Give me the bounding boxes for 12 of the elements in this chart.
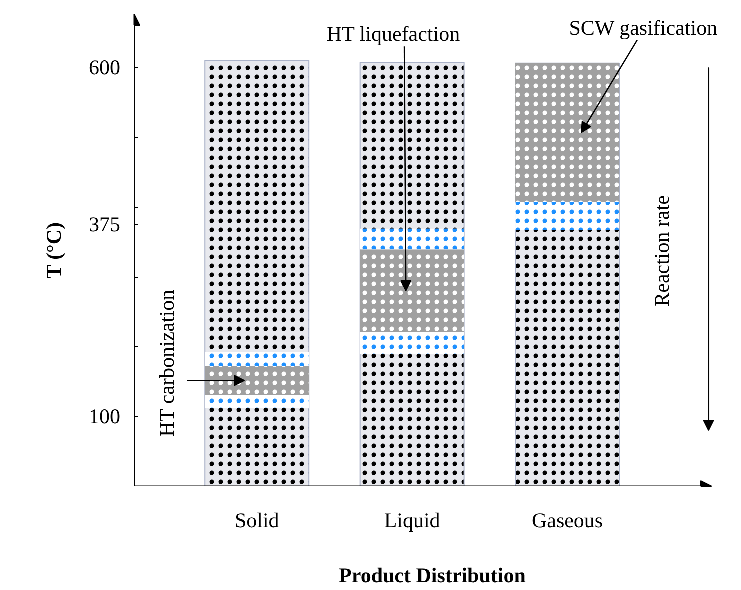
x-tick-label: Solid [234,508,280,532]
y-axis-title: T (°C) [42,222,66,279]
y-tick-label: 600 [89,56,120,80]
annotation: HT liquefaction [326,22,461,46]
annotation: HT carbonization [155,289,180,438]
x-tick-label: Liquid [384,508,441,532]
annotation: SCW gasification [569,16,718,40]
x-axis-title: Product Distribution [339,564,526,588]
annotation: Reaction rate [650,196,674,307]
x-tick-label: Gaseous [532,508,604,532]
y-tick-label: 100 [89,404,120,429]
y-tick-label: 375 [89,212,120,237]
